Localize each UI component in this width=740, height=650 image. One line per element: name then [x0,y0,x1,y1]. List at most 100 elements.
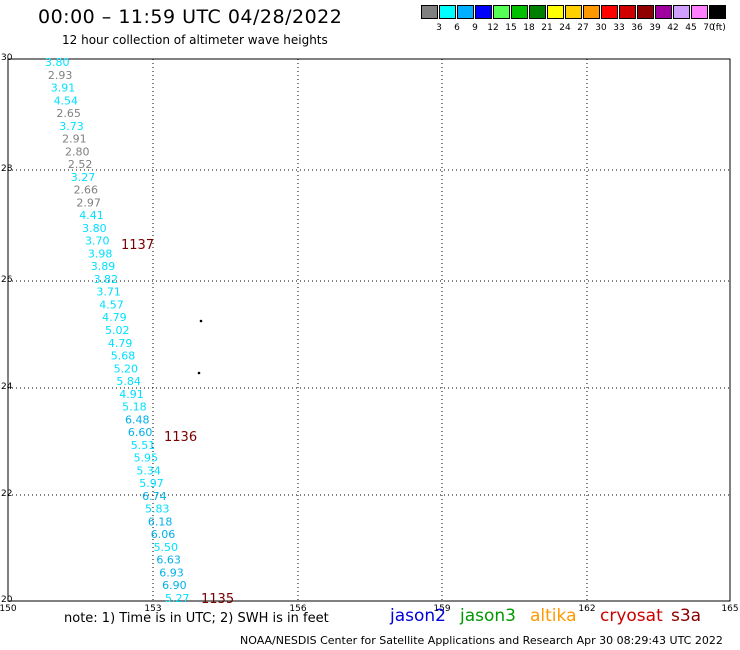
swh-value: 3.27 [71,171,96,184]
pass-time-label: 1135 [201,592,234,607]
swh-value: 5.68 [111,350,136,363]
colorbar-label: 21 [541,23,553,33]
colorbar-swatch [619,5,636,19]
colorbar-label: 45 [685,23,697,33]
lon-tick-label: 156 [289,604,306,614]
footer-credit: NOAA/NESDIS Center for Satellite Applica… [240,634,723,647]
colorbar-label: 6 [454,23,460,33]
colorbar-label: 33 [613,23,625,33]
colorbar-label: 39 [649,23,661,33]
lat-tick-label: 26 [1,275,13,285]
colorbar-label: 12 [487,23,499,33]
swh-value: 5.34 [136,464,161,477]
swh-value: 2.97 [76,196,101,209]
lat-tick-label: 22 [1,489,12,499]
lat-tick-label: 20 [1,595,13,605]
colorbar-swatch [601,5,618,19]
swh-value: 3.71 [96,286,121,299]
swh-value: 2.66 [74,184,99,197]
colorbar-swatch [421,5,438,19]
swh-value: 5.27 [165,592,190,605]
swh-value: 4.79 [108,337,133,350]
swh-value: 5.84 [116,375,141,388]
swh-value: 5.95 [134,452,159,465]
swh-value: 3.70 [85,235,110,248]
map-title: 00:00 – 11:59 UTC 04/28/2022 [38,6,343,28]
legend-item-jason2: jason2 [390,606,446,626]
swh-value: 5.20 [114,362,139,375]
lon-tick-label: 150 [0,604,17,614]
swh-value: 6.74 [142,490,167,503]
colorbar-label: 42 [667,23,679,33]
colorbar-swatch [475,5,492,19]
swh-value: 4.57 [99,298,124,311]
swh-value: 4.79 [102,311,127,324]
swh-value: 5.50 [154,541,179,554]
swh-value: 3.82 [94,273,119,286]
colorbar-label: 30 [595,23,607,33]
swh-value: 6.06 [151,528,176,541]
swh-value: 4.54 [54,94,78,107]
colorbar-swatch [457,5,474,19]
colorbar-label: 24 [559,23,571,33]
swh-value: 2.65 [56,107,81,120]
lat-tick-label: 30 [1,53,13,63]
lon-tick-label: 159 [433,604,450,614]
swh-value: 6.63 [156,554,181,567]
colorbar-swatch [637,5,654,19]
swh-value: 5.83 [145,503,170,516]
colorbar-label: 18 [523,23,535,33]
colorbar-swatch [529,5,546,19]
legend-item-jason3: jason3 [460,606,516,626]
legend-item-s3a: s3a [671,606,702,626]
pass-time-label: 1136 [164,430,197,445]
swh-value: 2.80 [65,145,90,158]
colorbar-swatch [565,5,582,19]
swh-value: 6.48 [125,413,150,426]
swh-value: 2.93 [48,69,73,82]
colorbar-swatch [511,5,528,19]
swh-value: 6.90 [162,579,187,592]
lon-tick-label: 165 [721,604,738,614]
pass-time-label: 1137 [121,238,154,253]
swh-observations: 3.802.933.914.542.653.732.912.802.523.27… [45,56,190,605]
colorbar-label: 36 [631,23,643,33]
swh-value: 4.91 [119,388,143,401]
colorbar-swatch [673,5,690,19]
legend-item-altika: altika [530,606,577,626]
swh-value: 3.80 [82,222,107,235]
colorbar-swatch [655,5,672,19]
swh-value: 5.02 [105,324,130,337]
colorbar-swatch [691,5,708,19]
colorbar-swatch [583,5,600,19]
swh-value: 6.60 [128,426,153,439]
lon-tick-label: 162 [578,604,595,614]
lat-tick-label: 24 [1,382,13,392]
swh-value: 6.18 [148,515,173,528]
map-subtitle: 12 hour collection of altimeter wave hei… [62,33,328,47]
track-point-marker [197,371,201,375]
colorbar-swatch [439,5,456,19]
colorbar-label: 27 [577,23,589,33]
swh-value: 5.51 [131,439,156,452]
swh-value: 3.91 [51,82,76,95]
map-frame [7,58,731,602]
colorbar-label: 9 [472,23,478,33]
lat-tick-label: 28 [1,164,13,174]
colorbar-unit: (ft) [712,23,726,33]
footer-note: note: 1) Time is in UTC; 2) SWH is in fe… [64,611,329,626]
swh-value: 4.41 [79,209,104,222]
colorbar-swatch [493,5,510,19]
colorbar-swatch [547,5,564,19]
swh-value: 3.73 [59,120,84,133]
pass-time-labels: 1137 1136 1135 [121,238,234,607]
swh-value: 5.18 [122,401,146,414]
swh-value: 3.80 [45,56,70,69]
legend-item-cryosat: cryosat [600,606,663,626]
lon-tick-label: 153 [144,604,161,614]
track-point-marker [199,319,203,323]
colorbar-label: 15 [505,23,517,33]
colorbar-swatch [709,5,726,19]
